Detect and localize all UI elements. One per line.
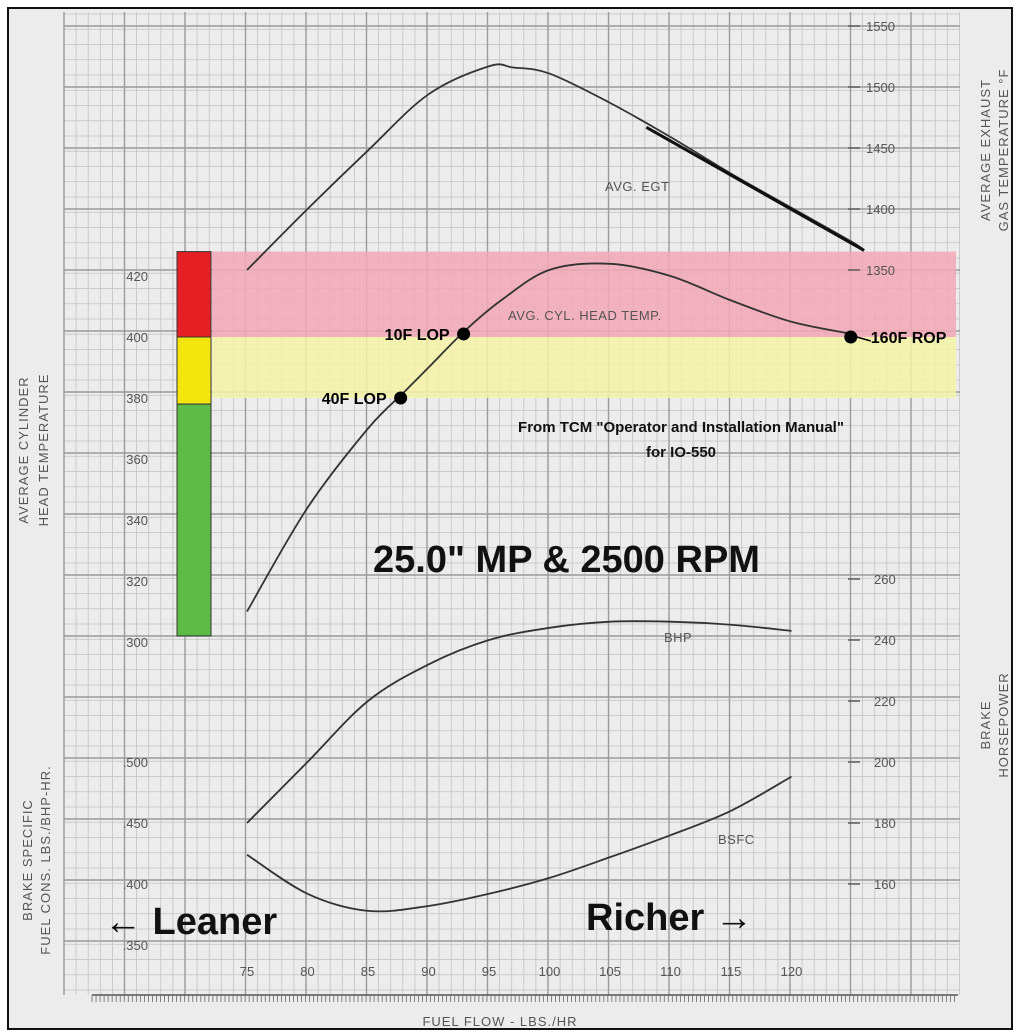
x-tick-label: 95	[482, 964, 496, 979]
bhp-tick-label: 160	[874, 877, 896, 892]
leaner-label: ← Leaner	[104, 901, 277, 943]
egt-curve-label: AVG. EGT	[605, 179, 669, 194]
bsfc-tick-label: .350	[123, 938, 148, 953]
richer-label: Richer →	[586, 897, 753, 939]
egt-axis-title-2: GAS TEMPERATURE °F	[996, 69, 1011, 232]
bsfc-axis-title-1: BRAKE SPECIFIC	[20, 799, 35, 921]
egt-tick-label: 1450	[866, 141, 895, 156]
x-tick-label: 85	[361, 964, 375, 979]
egt-axis-title-1: AVERAGE EXHAUST	[978, 79, 993, 221]
cht-tick-label: 300	[126, 635, 148, 650]
source-note-line-1: From TCM "Operator and Installation Manu…	[518, 419, 844, 436]
series-line-1	[246, 262, 853, 612]
cht-tick-label: 400	[126, 330, 148, 345]
egt-tick-label: 1550	[866, 19, 895, 34]
x-tick-label: 115	[721, 964, 742, 979]
band-yellow	[212, 337, 956, 398]
series-line-3	[246, 775, 792, 913]
egt-tick-label: 1350	[866, 263, 895, 278]
cht-axis-title-2: HEAD TEMPERATURE	[36, 374, 51, 527]
color-bar-green	[176, 403, 212, 637]
cht-tick-label: 420	[126, 269, 148, 284]
rop-leader	[856, 336, 871, 342]
bhp-tick-label: 240	[874, 633, 896, 648]
bsfc-tick-label: .500	[123, 755, 148, 770]
cht-tick-label: 320	[126, 574, 148, 589]
chart-title: 25.0" MP & 2500 RPM	[373, 539, 760, 581]
bsfc-curve-label: BSFC	[718, 832, 755, 847]
x-tick-label: 75	[240, 964, 254, 979]
x-tick-label: 80	[300, 964, 314, 979]
tick-labels: 75 80 85 90 95 100 105 110 115 120 300 320 340 360 380…	[123, 19, 896, 979]
point-label: 40F LOP	[322, 391, 387, 408]
series-line-2	[246, 620, 792, 824]
band-red	[212, 251, 956, 337]
bhp-tick-label: 180	[874, 816, 896, 831]
cht-curve-label: AVG. CYL. HEAD TEMP.	[508, 308, 662, 323]
cht-tick-label: 380	[126, 391, 148, 406]
x-tick-label: 100	[539, 964, 561, 979]
cht-axis-title-1: AVERAGE CYLINDER	[16, 376, 31, 523]
point-label: 10F LOP	[385, 327, 450, 344]
point-marker	[394, 391, 408, 405]
cht-color-bar	[176, 251, 212, 637]
bhp-axis-title-2: HORSEPOWER	[996, 672, 1011, 777]
bhp-tick-label: 220	[874, 694, 896, 709]
x-tick-label: 90	[421, 964, 435, 979]
x-tick-label: 110	[660, 964, 681, 979]
point-marker	[844, 330, 858, 344]
egt-highlight-segment	[645, 125, 865, 252]
bsfc-axis-title-2: FUEL CONS. LBS./BHP-HR.	[38, 765, 53, 954]
bsfc-tick-label: .400	[123, 877, 148, 892]
color-bar-yellow	[176, 336, 212, 405]
bhp-tick-label: 200	[874, 755, 896, 770]
source-note-line-2: for IO-550	[646, 444, 716, 461]
color-bar-red	[176, 251, 212, 338]
curves	[246, 63, 865, 913]
limit-bands	[212, 251, 956, 398]
cht-tick-label: 360	[126, 452, 148, 467]
x-axis-title: FUEL FLOW - LBS./HR	[422, 1014, 577, 1029]
bhp-tick-label: 260	[874, 572, 896, 587]
egt-tick-label: 1500	[866, 80, 895, 95]
x-tick-label: 105	[599, 964, 621, 979]
marked-points: 40F LOP 10F LOP 160F ROP	[322, 327, 947, 408]
bhp-axis-title-1: BRAKE	[978, 700, 993, 749]
x-tick-label: 120	[781, 964, 803, 979]
bhp-curve-label: BHP	[664, 630, 692, 645]
cht-tick-label: 340	[126, 513, 148, 528]
bsfc-tick-label: .450	[123, 816, 148, 831]
egt-tick-label: 1400	[866, 202, 895, 217]
point-label: 160F ROP	[871, 330, 947, 347]
chart-frame	[7, 7, 1013, 1030]
point-marker	[457, 327, 471, 341]
